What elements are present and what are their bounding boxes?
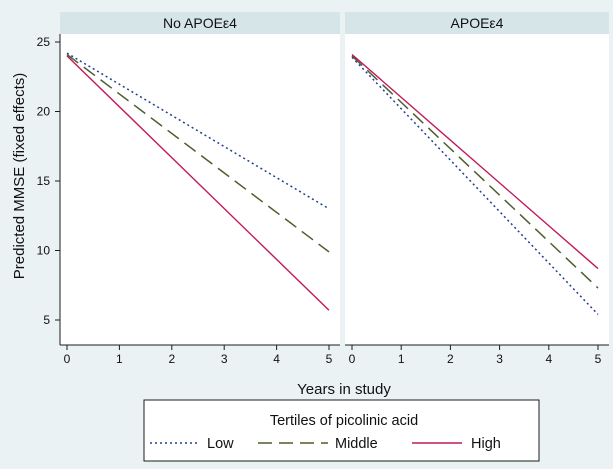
panel-1: No APOEε4 0 1 2 3 4 5 5 10 15 20 25 [37, 12, 340, 366]
series-line-high [351, 53, 599, 270]
x-tick-label: 0 [64, 352, 71, 366]
legend-label-high: High [471, 436, 501, 452]
series-line-low [66, 52, 330, 210]
y-tick-label: 10 [37, 244, 51, 258]
panel-strip [60, 12, 340, 34]
x-tick-label: 4 [545, 352, 552, 366]
x-tick-label: 3 [496, 352, 503, 366]
legend-label-low: Low [207, 436, 234, 452]
series-line-low [351, 56, 599, 315]
panel-strip [345, 12, 609, 34]
legend-label-middle: Middle [335, 436, 378, 452]
y-tick-label: 20 [37, 105, 51, 119]
y-tick-label: 25 [37, 35, 51, 49]
plot-area [345, 34, 609, 345]
series-line-high [66, 55, 330, 311]
legend-box [143, 399, 540, 462]
y-tick-label: 5 [43, 313, 50, 327]
x-tick-label: 0 [349, 352, 356, 366]
panel-title: No APOEε4 [163, 15, 237, 31]
plot-area [60, 34, 340, 345]
legend-title: Tertiles of picolinic acid [270, 413, 418, 429]
legend: Tertiles of picolinic acid Low Middle High [143, 399, 540, 462]
x-axis-label: Years in study [297, 381, 391, 398]
x-tick-label: 1 [116, 352, 123, 366]
y-tick-label: 15 [37, 174, 51, 188]
panel-title: APOEε4 [451, 15, 504, 31]
y-axis-label: Predicted MMSE (fixed effects) [11, 73, 28, 279]
x-tick-label: 2 [447, 352, 454, 366]
x-tick-label: 5 [595, 352, 602, 366]
series-line-middle [66, 53, 330, 253]
x-tick-label: 2 [168, 352, 175, 366]
x-tick-label: 3 [221, 352, 228, 366]
x-tick-label: 4 [273, 352, 280, 366]
x-tick-label: 5 [326, 352, 333, 366]
panel-2: APOEε4 0 1 2 3 4 5 [345, 12, 609, 366]
x-tick-label: 1 [398, 352, 405, 366]
panels-layer: No APOEε4 0 1 2 3 4 5 5 10 15 20 25 APOEε4 0 1 2 3 4 5 [37, 12, 609, 366]
series-line-middle [351, 55, 599, 289]
